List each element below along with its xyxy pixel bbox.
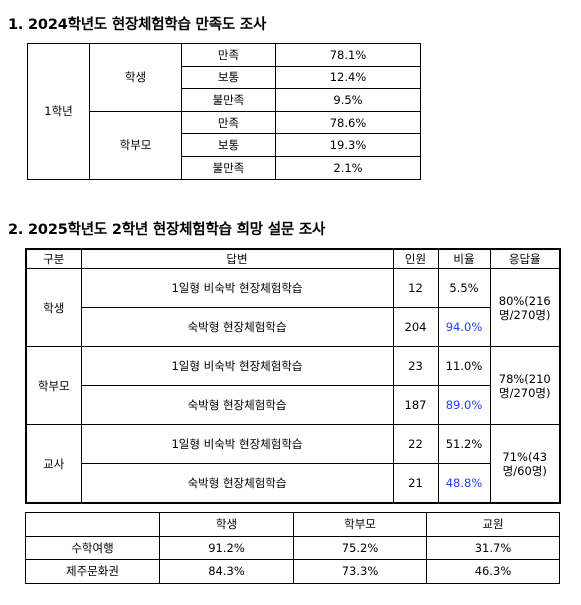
section1-title: 1. 2024학년도 현장체험학습 만족도 조사 — [8, 17, 267, 33]
response-rate-cell: 71%(43명/60명) — [489, 424, 561, 504]
group-cell: 학생 — [25, 268, 82, 347]
header-cell: 학생 — [159, 512, 294, 537]
ratio-cell: 51.2% — [437, 424, 491, 464]
group-cell: 학부모 — [25, 346, 82, 425]
rating-cell: 불만족 — [181, 155, 276, 180]
ratio-cell-highlight: 48.8% — [437, 463, 491, 504]
answer-cell: 숙박형 현장체험학습 — [80, 385, 394, 425]
ratio-cell-highlight: 94.0% — [437, 307, 491, 347]
trip-preference-table: 학생 학부모 교원 수학여행 91.2% 75.2% 31.7% 제주문화권 8… — [25, 512, 560, 584]
count-cell: 21 — [392, 463, 439, 504]
rating-cell: 보통 — [181, 133, 276, 157]
row-label-cell: 수학여행 — [25, 535, 160, 560]
group-cell: 교사 — [25, 424, 82, 504]
percent-cell: 19.3% — [275, 133, 421, 157]
section2-title: 2. 2025학년도 2학년 현장체험학습 희망 설문 조사 — [8, 222, 326, 238]
percent-cell: 78.1% — [275, 43, 421, 67]
rating-cell: 만족 — [181, 43, 276, 67]
value-cell: 46.3% — [426, 559, 560, 584]
response-rate-cell: 78%(210명/270명) — [489, 346, 561, 425]
satisfaction-table: 1학년 학생 만족 78.1% 보통 12.4% 불만족 9.5% 학부모 만족… — [27, 43, 421, 180]
header-cell — [25, 512, 160, 537]
count-cell: 23 — [392, 346, 439, 386]
grade-cell: 1학년 — [27, 43, 90, 180]
ratio-cell: 5.5% — [437, 268, 491, 308]
header-cell: 응답율 — [489, 248, 561, 269]
count-cell: 12 — [392, 268, 439, 308]
header-cell: 비율 — [437, 248, 491, 269]
header-cell: 구분 — [25, 248, 82, 269]
value-cell: 73.3% — [293, 559, 427, 584]
ratio-cell: 11.0% — [437, 346, 491, 386]
header-cell: 교원 — [426, 512, 560, 537]
count-cell: 204 — [392, 307, 439, 347]
value-cell: 84.3% — [159, 559, 294, 584]
answer-cell: 1일형 비숙박 현장체험학습 — [80, 346, 394, 386]
survey-table: 구분 답변 인원 비율 응답율 학생 1일형 비숙박 현장체험학습 12 5.5… — [25, 248, 561, 504]
count-cell: 187 — [392, 385, 439, 425]
value-cell: 91.2% — [159, 535, 294, 560]
row-label-cell: 제주문화권 — [25, 559, 160, 584]
group-cell: 학부모 — [89, 110, 182, 180]
rating-cell: 보통 — [181, 65, 276, 90]
percent-cell: 78.6% — [275, 110, 421, 135]
value-cell: 75.2% — [293, 535, 427, 560]
answer-cell: 숙박형 현장체험학습 — [80, 463, 394, 504]
count-cell: 22 — [392, 424, 439, 464]
rating-cell: 불만족 — [181, 88, 276, 112]
ratio-cell-highlight: 89.0% — [437, 385, 491, 425]
header-cell: 학부모 — [293, 512, 427, 537]
answer-cell: 숙박형 현장체험학습 — [80, 307, 394, 347]
header-cell: 답변 — [80, 248, 394, 269]
percent-cell: 12.4% — [275, 65, 421, 90]
header-cell: 인원 — [392, 248, 439, 269]
percent-cell: 2.1% — [275, 155, 421, 180]
percent-cell: 9.5% — [275, 88, 421, 112]
group-cell: 학생 — [89, 43, 182, 112]
rating-cell: 만족 — [181, 110, 276, 135]
answer-cell: 1일형 비숙박 현장체험학습 — [80, 424, 394, 464]
answer-cell: 1일형 비숙박 현장체험학습 — [80, 268, 394, 308]
response-rate-cell: 80%(216명/270명) — [489, 268, 561, 347]
value-cell: 31.7% — [426, 535, 560, 560]
